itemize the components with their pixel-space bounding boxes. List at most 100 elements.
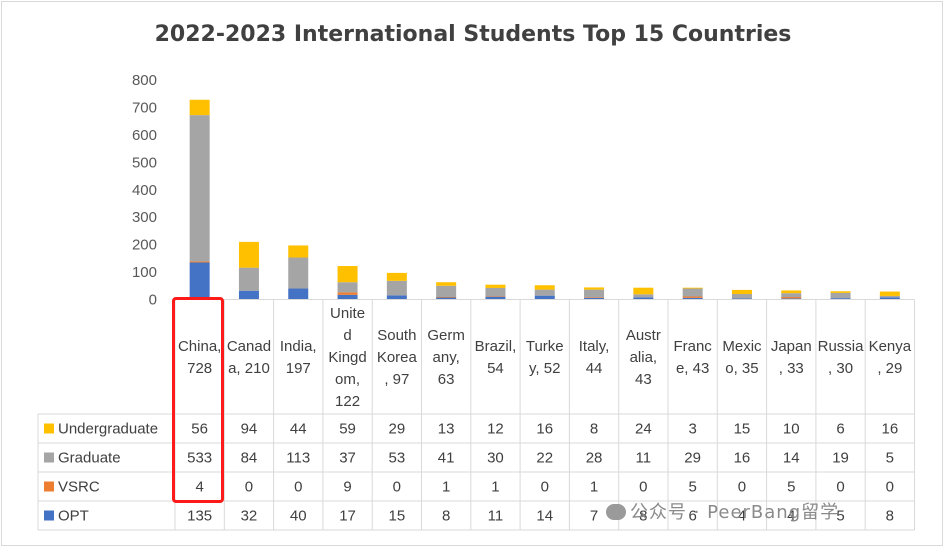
y-tick-label: 200 <box>132 237 157 254</box>
category-label: e, 43 <box>676 360 709 377</box>
bar-opt-1 <box>238 290 259 300</box>
table-cell-value: 8 <box>886 508 894 525</box>
y-tick-label: 400 <box>132 182 157 199</box>
table-cell-value: 135 <box>187 508 212 525</box>
bar-graduate-1 <box>238 267 259 291</box>
legend-label-vsrc: VSRC <box>58 479 100 496</box>
bar-undergraduate-2 <box>288 245 309 258</box>
table-cell-value: 16 <box>734 450 751 467</box>
bar-opt-7 <box>534 295 555 300</box>
category-label: , 30 <box>828 360 853 377</box>
table-cell-value: 1 <box>442 479 450 496</box>
category-label: alia, <box>630 349 658 366</box>
bar-graduate-11 <box>731 294 752 299</box>
bar-opt-13 <box>830 298 851 300</box>
bar-opt-12 <box>781 298 802 300</box>
table-cell-value: 0 <box>738 479 746 496</box>
bar-undergraduate-7 <box>534 285 555 290</box>
bar-graduate-6 <box>485 287 506 297</box>
category-label: a, 210 <box>228 360 270 377</box>
table-cell-value: 32 <box>241 508 258 525</box>
category-label: Kenya <box>869 338 912 355</box>
category-label: , 33 <box>779 360 804 377</box>
table-cell-value: 4 <box>738 508 746 525</box>
legend-label-opt: OPT <box>58 508 89 525</box>
legend-swatch-opt <box>44 510 54 521</box>
y-tick-label: 0 <box>149 292 157 309</box>
table-cell-value: 8 <box>639 508 647 525</box>
table-cell-value: 14 <box>536 508 553 525</box>
table-cell-value: 9 <box>343 479 351 496</box>
y-tick-label: 600 <box>132 127 157 144</box>
table-cell-value: 12 <box>487 421 504 438</box>
category-label: Canad <box>227 338 271 355</box>
table-cell-value: 0 <box>639 479 647 496</box>
bar-opt-8 <box>584 297 605 300</box>
table-cell-value: 15 <box>389 508 406 525</box>
table-cell-value: 5 <box>886 450 894 467</box>
table-cell-value: 5 <box>787 479 795 496</box>
watermark: 公众号 · PeerBang留学 <box>606 498 839 524</box>
bar-undergraduate-5 <box>436 282 457 286</box>
table-cell-value: 53 <box>389 450 406 467</box>
category-label: , 97 <box>384 371 409 388</box>
bar-undergraduate-13 <box>830 291 851 293</box>
table-cell-value: 40 <box>290 508 307 525</box>
category-label: Italy, <box>579 338 610 355</box>
category-label: China, <box>178 338 221 355</box>
legend-label-graduate: Graduate <box>58 450 121 467</box>
y-tick-label: 300 <box>132 209 157 226</box>
bar-graduate-7 <box>534 289 555 296</box>
category-label: Japan <box>771 338 812 355</box>
bar-opt-0 <box>189 262 210 300</box>
bar-opt-2 <box>288 288 309 300</box>
category-label: Franc <box>673 338 712 355</box>
bar-undergraduate-4 <box>386 272 407 281</box>
category-label: , 29 <box>877 360 902 377</box>
table-cell-value: 15 <box>734 421 751 438</box>
bar-undergraduate-6 <box>485 284 506 288</box>
bar-undergraduate-11 <box>731 289 752 295</box>
table-cell-value: 8 <box>442 508 450 525</box>
category-label: o, 35 <box>725 360 758 377</box>
table-cell-value: 44 <box>290 421 307 438</box>
category-label: 43 <box>635 371 652 388</box>
table-cell-value: 41 <box>438 450 455 467</box>
table-cell-value: 14 <box>783 450 800 467</box>
category-label: d <box>343 327 351 344</box>
bar-vsrc-10 <box>682 296 703 298</box>
table-cell-value: 6 <box>836 421 844 438</box>
category-label: 197 <box>286 360 311 377</box>
category-label: India, <box>280 338 317 355</box>
y-tick-label: 500 <box>132 154 157 171</box>
table-cell-value: 59 <box>339 421 356 438</box>
category-label: any, <box>433 349 460 366</box>
category-label: y, 52 <box>529 360 560 377</box>
y-tick-label: 700 <box>132 99 157 116</box>
bar-undergraduate-14 <box>879 291 900 296</box>
legend-swatch-graduate <box>44 452 54 463</box>
table-cell-value: 29 <box>389 421 406 438</box>
bar-graduate-2 <box>288 257 309 289</box>
table-cell-value: 0 <box>245 479 253 496</box>
table-cell-value: 24 <box>635 421 652 438</box>
bar-vsrc-12 <box>781 297 802 299</box>
bar-opt-6 <box>485 296 506 300</box>
bar-vsrc-6 <box>485 296 506 297</box>
category-label: Turke <box>526 338 564 355</box>
bar-opt-5 <box>436 297 457 300</box>
table-cell-value: 56 <box>191 421 208 438</box>
bar-undergraduate-1 <box>238 241 259 268</box>
category-label: Korea <box>377 349 418 366</box>
table-cell-value: 94 <box>241 421 258 438</box>
bar-undergraduate-10 <box>682 287 703 289</box>
bar-graduate-0 <box>189 115 210 262</box>
table-cell-value: 84 <box>241 450 258 467</box>
table-cell-value: 1 <box>491 479 499 496</box>
bar-vsrc-0 <box>189 261 210 263</box>
bar-vsrc-3 <box>337 292 358 295</box>
bar-opt-4 <box>386 295 407 300</box>
bar-graduate-3 <box>337 282 358 293</box>
watermark-text: 公众号 · PeerBang留学 <box>630 502 840 523</box>
chart-title: 2022-2023 International Students Top 15 … <box>154 22 792 47</box>
